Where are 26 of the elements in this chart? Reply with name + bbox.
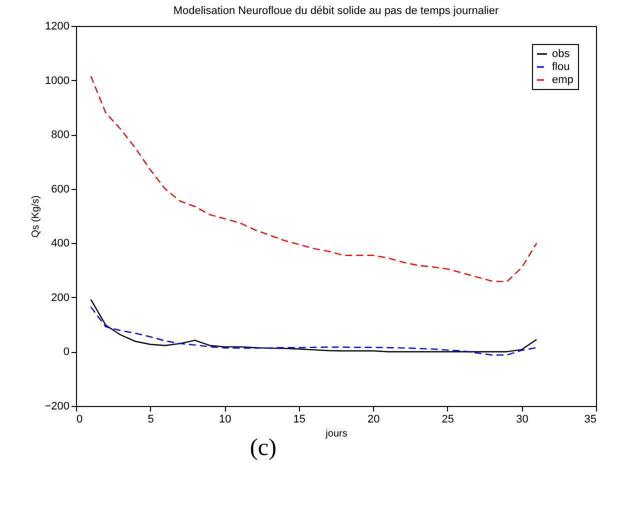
y-tick-label: 600 xyxy=(51,183,70,196)
y-tick-label: 1200 xyxy=(45,20,70,32)
y-tick-label: 0 xyxy=(63,346,70,358)
y-tick-label: 1000 xyxy=(45,74,70,87)
x-axis-title: jours xyxy=(324,428,348,440)
x-tick-label: 15 xyxy=(293,414,306,426)
y-axis-title: Qs (Kg/s) xyxy=(30,195,42,238)
x-tick-label: 0 xyxy=(76,414,83,426)
line-series xyxy=(90,299,538,352)
y-tick-label: 800 xyxy=(51,129,70,142)
line-series xyxy=(90,76,538,282)
x-tick-label: 35 xyxy=(584,414,596,426)
legend-label: emp xyxy=(552,74,574,86)
legend-label: obs xyxy=(552,48,570,60)
x-tick-label: 25 xyxy=(442,414,454,426)
x-tick-label: 10 xyxy=(218,414,232,426)
x-tick-label: 5 xyxy=(148,414,154,426)
y-tick-label: −200 xyxy=(44,400,70,412)
text: (c) xyxy=(250,435,277,461)
line-series xyxy=(90,306,538,356)
x-tick-label: 30 xyxy=(516,414,528,426)
y-tick-label: 200 xyxy=(51,292,70,304)
legend-label: flou xyxy=(552,61,570,73)
y-tick-label: 400 xyxy=(51,238,70,250)
x-tick-label: 20 xyxy=(368,414,380,426)
chart-title: Modelisation Neurofloue du débit solide au pas de temps journalier xyxy=(173,5,499,17)
